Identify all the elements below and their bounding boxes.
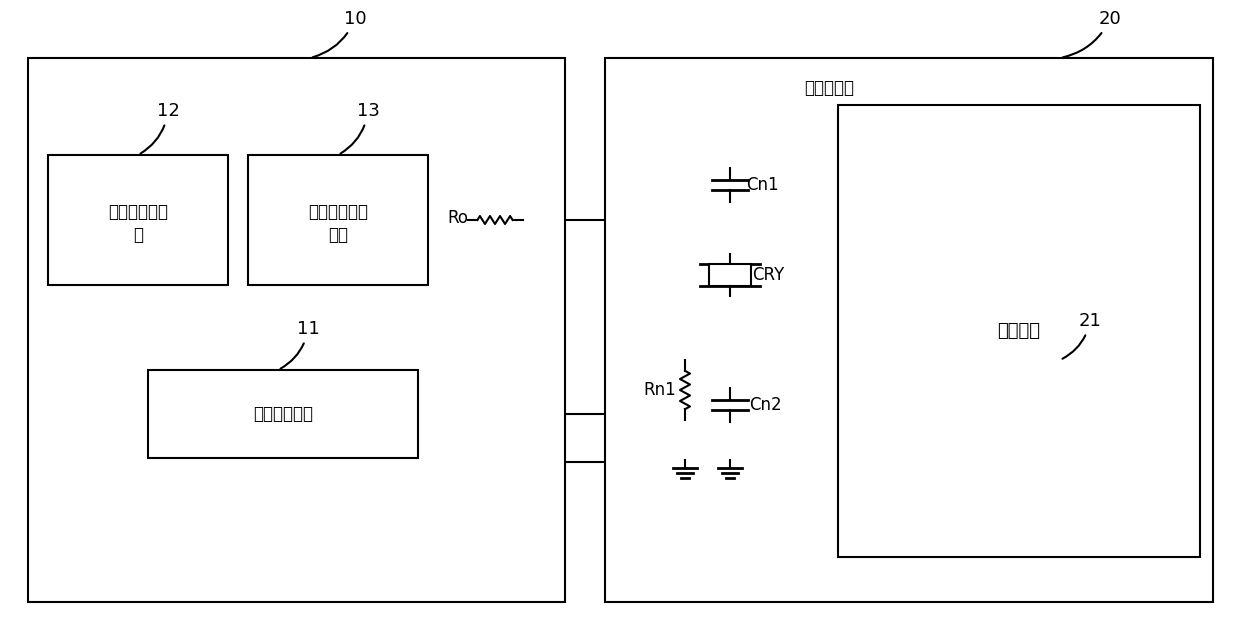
Bar <box>248 155 427 285</box>
Text: Rn1: Rn1 <box>643 381 676 399</box>
Text: 块: 块 <box>133 226 142 244</box>
Text: CRY: CRY <box>752 266 784 284</box>
Text: 10: 10 <box>312 10 367 57</box>
Text: 11: 11 <box>280 320 320 369</box>
Bar <box>709 264 751 286</box>
Text: 幅度相位补偿: 幅度相位补偿 <box>309 203 368 221</box>
Bar <box>28 58 565 602</box>
Text: 晶体振荡器: 晶体振荡器 <box>804 79 854 97</box>
Text: 13: 13 <box>341 102 379 153</box>
Text: Cn1: Cn1 <box>746 176 778 194</box>
Text: 20: 20 <box>1063 10 1121 58</box>
Bar <box>48 155 228 285</box>
Text: 模块: 模块 <box>328 226 348 244</box>
Text: 加速度传感器: 加速度传感器 <box>253 405 313 423</box>
Text: 加速度补偿模: 加速度补偿模 <box>108 203 169 221</box>
Text: Ro: Ro <box>447 209 468 227</box>
Text: 振荡电路: 振荡电路 <box>997 322 1041 340</box>
Text: 12: 12 <box>140 102 180 153</box>
Bar <box>147 370 418 458</box>
Text: 21: 21 <box>1063 312 1101 359</box>
Text: Cn2: Cn2 <box>748 396 782 414</box>
Bar <box>838 105 1201 557</box>
Bar <box>605 58 1213 602</box>
